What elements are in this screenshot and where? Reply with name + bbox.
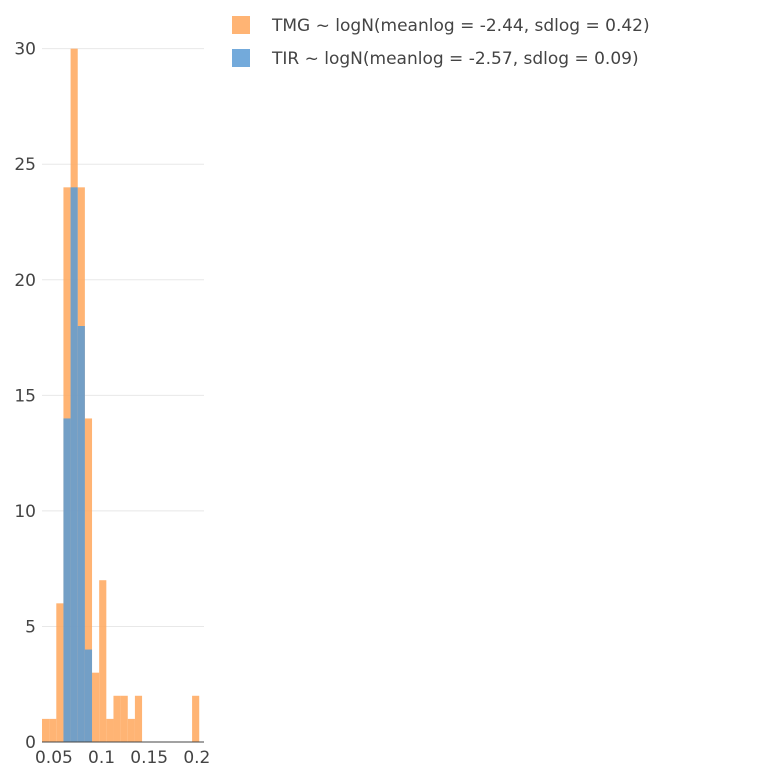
legend[interactable]: TMG ~ logN(meanlog = -2.44, sdlog = 0.42…	[232, 16, 650, 69]
histogram-bar-series-1[interactable]	[49, 718, 57, 742]
histogram-bar-series-1[interactable]	[106, 718, 114, 742]
histogram-bar-series-1[interactable]	[92, 672, 100, 742]
histogram-bar-series-2[interactable]	[84, 649, 93, 742]
legend-swatch[interactable]	[232, 16, 250, 34]
histogram-bar-series-1[interactable]	[192, 695, 200, 742]
legend-entry[interactable]: TIR ~ logN(meanlog = -2.57, sdlog = 0.09…	[271, 49, 639, 69]
histogram-bar-series-1[interactable]	[56, 603, 64, 742]
y-tick-label: 5	[25, 617, 36, 637]
y-tick-label: 10	[14, 502, 36, 522]
y-tick-label: 0	[25, 733, 36, 753]
histogram-bar-series-1[interactable]	[42, 718, 50, 742]
y-tick-label: 30	[14, 40, 36, 60]
histogram-bar-series-2[interactable]	[63, 418, 71, 742]
x-tick-label: 0.2	[183, 748, 210, 767]
histogram-bar-series-1[interactable]	[84, 418, 93, 742]
y-tick-label: 20	[14, 271, 36, 291]
y-tick-label: 25	[14, 155, 36, 175]
histogram-bars	[42, 48, 200, 743]
y-tick-label: 15	[14, 386, 36, 406]
histogram-bar-series-1[interactable]	[120, 695, 128, 742]
legend-swatch[interactable]	[232, 49, 250, 67]
histogram-bar-series-1[interactable]	[113, 695, 121, 742]
histogram-bar-series-2[interactable]	[77, 326, 85, 742]
x-tick-label: 0.05	[35, 748, 73, 767]
x-tick-label: 0.15	[130, 748, 168, 767]
histogram-bar-series-2[interactable]	[70, 187, 78, 743]
histogram-bar-series-1[interactable]	[99, 580, 107, 742]
histogram-bar-series-1[interactable]	[127, 718, 135, 742]
histogram-bar-series-1[interactable]	[134, 695, 143, 742]
axes: 0 5 10 15 20 25 30 0.05 0.1 0.15 0.2	[14, 40, 210, 767]
x-tick-label: 0.1	[88, 748, 115, 767]
legend-entry[interactable]: TMG ~ logN(meanlog = -2.44, sdlog = 0.42…	[271, 16, 650, 36]
